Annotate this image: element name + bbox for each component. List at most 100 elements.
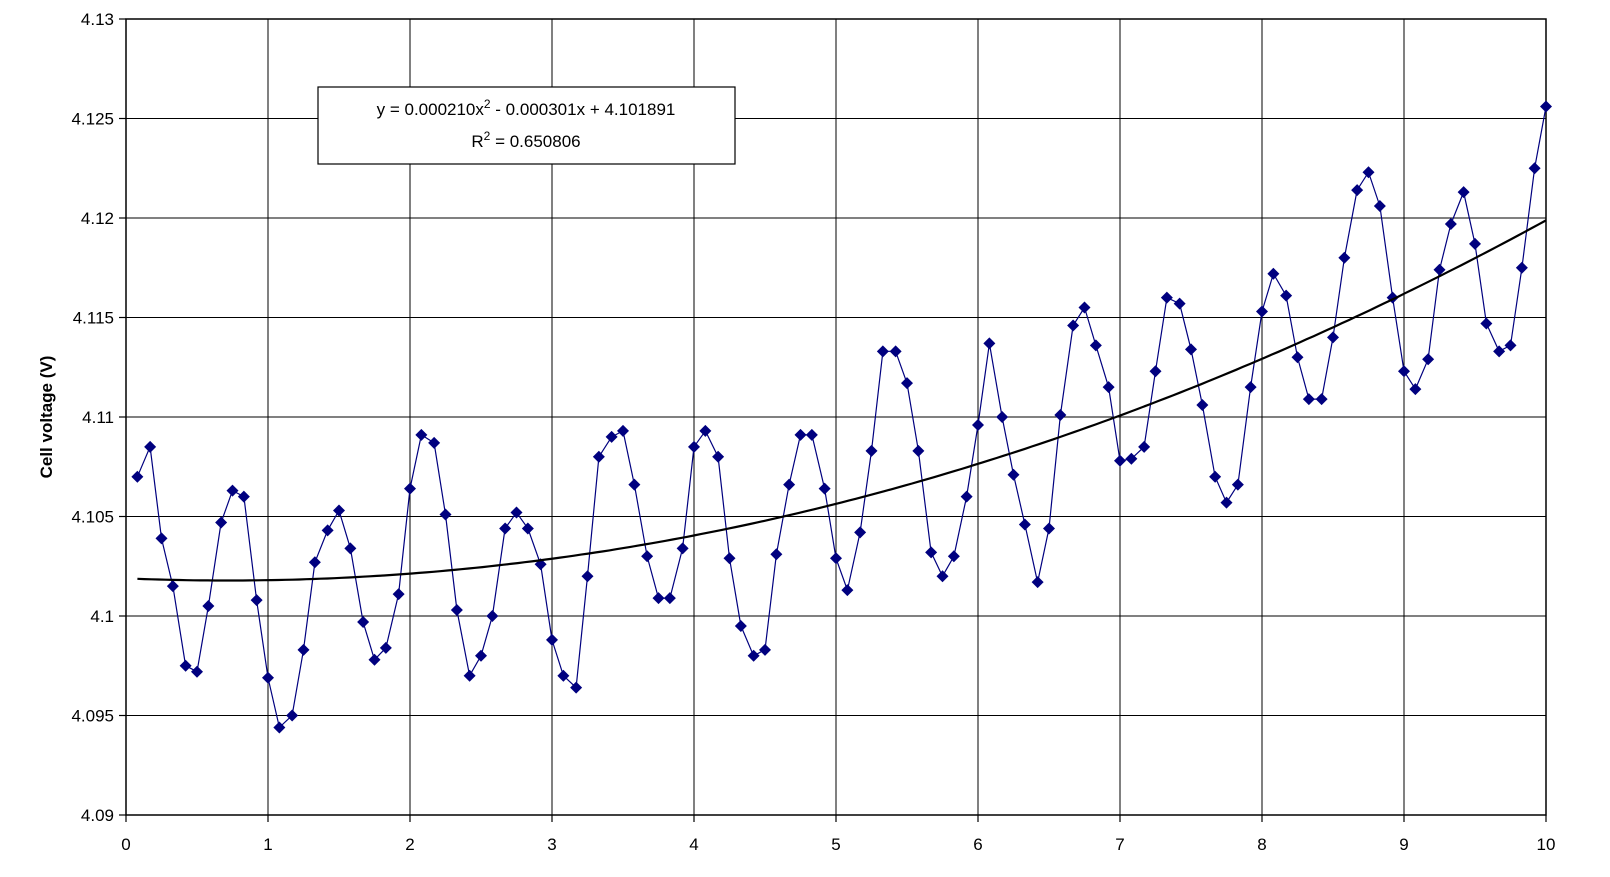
data-point [344,542,357,555]
data-point [794,428,807,441]
y-tick-label: 4.12 [81,209,114,228]
data-point [1351,184,1364,197]
data-point [557,669,570,682]
y-tick-label: 4.11 [82,408,114,427]
data-point [368,653,381,666]
data-point [179,659,192,672]
data-point [499,522,512,535]
data-point [1315,393,1328,406]
data-point [912,444,925,457]
data-point [854,526,867,539]
data-point [286,709,299,722]
data-point [215,516,228,529]
data-point [663,592,676,605]
data-point [1362,166,1375,179]
x-tick-label: 8 [1257,835,1266,854]
x-tick-label: 7 [1115,835,1124,854]
x-tick-label: 10 [1537,835,1556,854]
data-point [1043,522,1055,535]
data-point [297,643,310,656]
data-point [747,649,760,662]
y-tick-label: 4.105 [71,508,114,527]
data-point [1149,365,1162,378]
data-point [1444,217,1457,230]
y-tick-label: 4.095 [71,707,114,726]
data-point [439,508,452,521]
data-point [1196,399,1209,412]
data-point [1018,518,1031,531]
y-tick-label: 4.115 [73,309,114,328]
x-tick-label: 0 [121,835,130,854]
data-point [450,604,463,617]
data-point [226,484,239,497]
data-point [1398,365,1410,378]
data-point [960,490,973,503]
data-point [688,440,700,453]
data-point [1054,409,1067,422]
y-axis-label: Cell voltage (V) [37,356,56,479]
data-point [1185,343,1197,356]
data-point [1125,452,1138,465]
data-point [876,345,889,358]
x-tick-label: 9 [1399,835,1408,854]
y-tick-label: 4.09 [81,806,114,825]
data-point [1031,576,1044,589]
data-point [925,546,938,559]
data-point [712,450,725,463]
trend-equation: y = 0.000210x2 - 0.000301x + 4.101891 [377,97,676,119]
data-point [1433,263,1446,276]
data-point [901,377,913,390]
data-point [947,550,960,563]
data-point [1291,351,1304,364]
x-tick-label: 2 [405,835,414,854]
data-point [734,619,747,632]
data-point [1138,440,1151,453]
y-tick-label: 4.13 [81,10,114,29]
data-point [1114,454,1126,467]
data-point [546,633,558,646]
data-point [830,552,842,565]
data-point [1231,478,1244,491]
data-point [1528,162,1541,175]
data-point [1244,381,1257,394]
x-axis-ticks: 0 1 2 3 4 5 6 7 8 9 10 [121,815,1555,854]
data-point [581,570,594,583]
data-point [759,643,771,656]
data-point [889,345,902,358]
data-point [1267,267,1280,280]
data-point [1457,186,1470,199]
data-point [1173,297,1186,310]
data-point [144,440,157,453]
data-point [357,615,370,628]
data-point [865,444,878,457]
x-tick-label: 5 [831,835,840,854]
data-point [1102,381,1115,394]
data-point [1220,496,1233,509]
data-point [1280,289,1293,302]
data-point [770,548,783,561]
data-point [1409,383,1422,396]
data-point [475,649,487,662]
trendline-layer [137,219,1547,582]
y-tick-label: 4.125 [71,110,114,129]
y-tick-label: 4.1 [90,607,114,626]
data-point [783,478,796,491]
data-point [428,436,441,449]
data-point [605,430,618,443]
y-axis-ticks: 4.09 4.095 4.1 4.105 4.11 4.115 4.12 4.125 4.13 [71,10,126,825]
data-point [972,418,984,431]
data-point [250,594,263,607]
x-tick-label: 6 [973,835,982,854]
data-point [1089,339,1102,352]
data-point [262,671,274,684]
data-point [699,424,712,437]
data-point [1256,305,1268,318]
x-tick-label: 4 [689,835,698,854]
data-point [1493,345,1506,358]
series-layer [131,100,1552,734]
data-point [308,556,321,569]
data-point [996,411,1009,423]
data-point [202,600,215,613]
data-point [723,552,736,565]
